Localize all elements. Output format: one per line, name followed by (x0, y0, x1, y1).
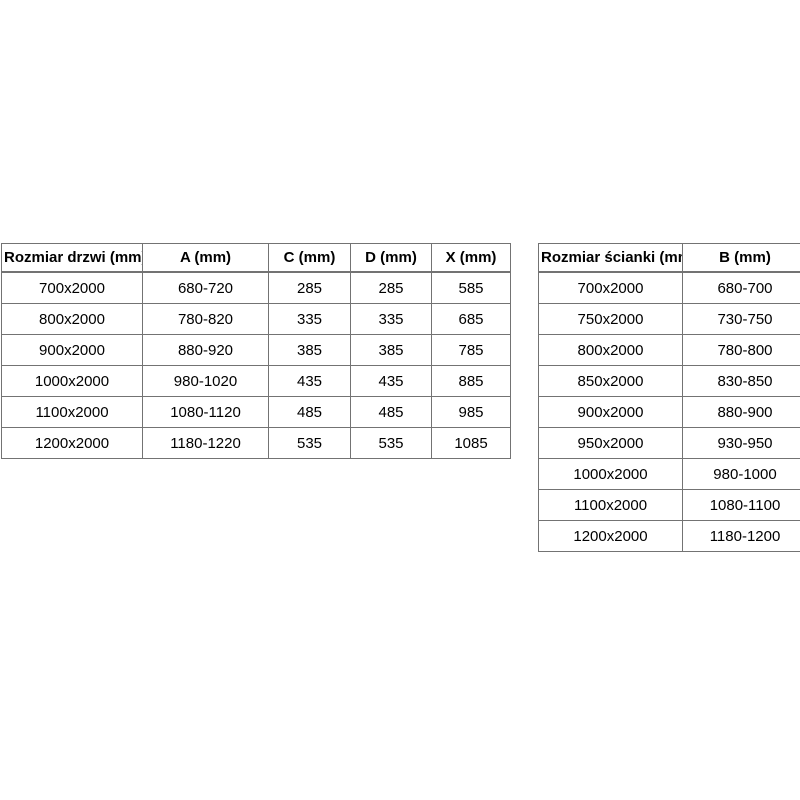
table-cell: 930-950 (682, 427, 800, 459)
table-header-cell: B (mm) (682, 243, 800, 273)
table-row: 950x2000 930-950 (538, 427, 800, 459)
table-row: 1100x2000 1080-1120 485 485 985 (1, 396, 511, 428)
table-cell: 1080-1100 (682, 489, 800, 521)
table-header-cell: Rozmiar ścianki (mm) (538, 243, 683, 273)
table-row: 800x2000 780-820 335 335 685 (1, 303, 511, 335)
wall-sizes-table: Rozmiar ścianki (mm) B (mm) 700x2000 680-7… (538, 243, 800, 552)
table-header-cell: X (mm) (431, 243, 511, 273)
table-cell: 285 (350, 271, 432, 304)
table-cell: 750x2000 (538, 303, 683, 335)
table-row: 700x2000 680-720 285 285 585 (1, 271, 511, 304)
table-cell: 800x2000 (1, 303, 143, 335)
table-cell: 880-920 (142, 334, 269, 366)
table-cell: 680-700 (682, 271, 800, 304)
table-cell: 700x2000 (1, 271, 143, 304)
table-row: 900x2000 880-900 (538, 396, 800, 428)
door-sizes-table: Rozmiar drzwi (mm) A (mm) C (mm) D (mm) X (m… (1, 243, 511, 459)
table-row: 850x2000 830-850 (538, 365, 800, 397)
table-cell: 780-820 (142, 303, 269, 335)
wall-sizes-table-body: 700x2000 680-700 750x2000 730-750 800x2000 78… (538, 271, 800, 552)
table-cell: 1000x2000 (538, 458, 683, 490)
table-cell: 785 (431, 334, 511, 366)
table-cell: 335 (268, 303, 351, 335)
table-row: 1000x2000 980-1020 435 435 885 (1, 365, 511, 397)
door-sizes-table-body: 700x2000 680-720 285 285 585 800x2000 780-820 3… (1, 271, 511, 459)
table-cell: 880-900 (682, 396, 800, 428)
table-cell: 1080-1120 (142, 396, 269, 428)
table-cell: 985 (431, 396, 511, 428)
table-cell: 700x2000 (538, 271, 683, 304)
table-row: 1200x2000 1180-1200 (538, 520, 800, 552)
table-cell: 780-800 (682, 334, 800, 366)
table-cell: 900x2000 (1, 334, 143, 366)
table-header-cell: D (mm) (350, 243, 432, 273)
table-cell: 900x2000 (538, 396, 683, 428)
table-cell: 485 (268, 396, 351, 428)
wall-sizes-table-header: Rozmiar ścianki (mm) B (mm) (538, 243, 800, 273)
table-cell: 435 (268, 365, 351, 397)
table-row: 700x2000 680-700 (538, 271, 800, 304)
table-cell: 1200x2000 (538, 520, 683, 552)
table-cell: 980-1020 (142, 365, 269, 397)
table-cell: 485 (350, 396, 432, 428)
table-cell: 1200x2000 (1, 427, 143, 459)
table-cell: 1100x2000 (538, 489, 683, 521)
table-cell: 585 (431, 271, 511, 304)
table-cell: 535 (350, 427, 432, 459)
table-cell: 385 (350, 334, 432, 366)
table-cell: 1180-1220 (142, 427, 269, 459)
table-cell: 435 (350, 365, 432, 397)
table-header-cell: C (mm) (268, 243, 351, 273)
table-row: 750x2000 730-750 (538, 303, 800, 335)
table-cell: 285 (268, 271, 351, 304)
table-row: 1000x2000 980-1000 (538, 458, 800, 490)
table-row: 1100x2000 1080-1100 (538, 489, 800, 521)
table-cell: 730-750 (682, 303, 800, 335)
table-header-row: Rozmiar ścianki (mm) B (mm) (538, 243, 800, 273)
table-cell: 335 (350, 303, 432, 335)
table-cell: 1180-1200 (682, 520, 800, 552)
table-cell: 980-1000 (682, 458, 800, 490)
table-cell: 950x2000 (538, 427, 683, 459)
table-cell: 800x2000 (538, 334, 683, 366)
table-row: 900x2000 880-920 385 385 785 (1, 334, 511, 366)
table-header-cell: A (mm) (142, 243, 269, 273)
table-cell: 535 (268, 427, 351, 459)
table-cell: 885 (431, 365, 511, 397)
table-cell: 830-850 (682, 365, 800, 397)
table-cell: 685 (431, 303, 511, 335)
table-cell: 1100x2000 (1, 396, 143, 428)
door-sizes-table-header: Rozmiar drzwi (mm) A (mm) C (mm) D (mm) X (m… (1, 243, 511, 273)
table-cell: 385 (268, 334, 351, 366)
table-header-cell: Rozmiar drzwi (mm) (1, 243, 143, 273)
table-header-row: Rozmiar drzwi (mm) A (mm) C (mm) D (mm) X (m… (1, 243, 511, 273)
table-cell: 680-720 (142, 271, 269, 304)
table-cell: 1000x2000 (1, 365, 143, 397)
table-row: 1200x2000 1180-1220 535 535 1085 (1, 427, 511, 459)
table-row: 800x2000 780-800 (538, 334, 800, 366)
table-cell: 850x2000 (538, 365, 683, 397)
table-cell: 1085 (431, 427, 511, 459)
